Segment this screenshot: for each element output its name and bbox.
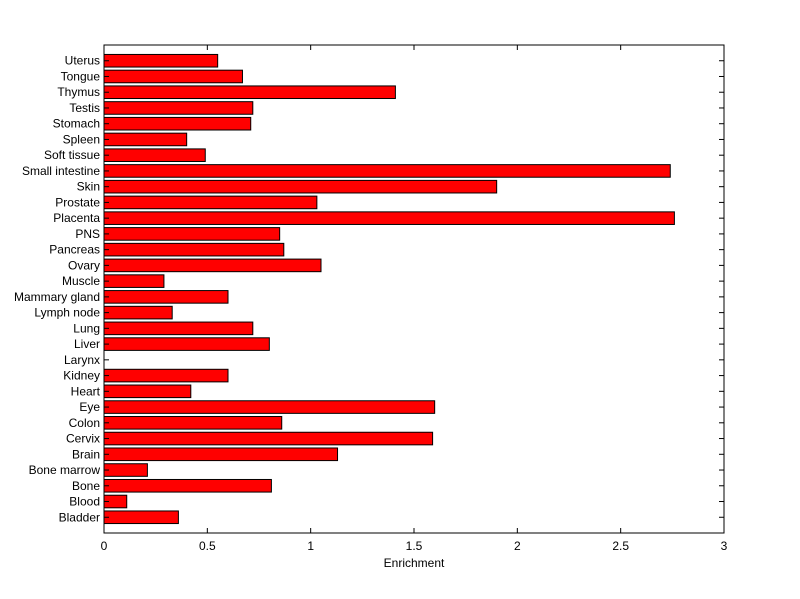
bar-placenta [103,211,675,225]
y-tick-label: Kidney [63,369,100,383]
x-tick-label: 1.5 [406,539,423,553]
bar-soft-tissue [103,148,206,162]
bar-heart [103,384,192,399]
bar-mammary-gland [103,290,229,304]
bar-testis [103,101,254,115]
bar-eye [103,400,436,414]
bar-muscle [103,274,165,288]
y-tick-label: Thymus [57,85,100,99]
y-tick-label: Cervix [66,432,100,446]
bar-uterus [103,53,219,68]
bar-lung [103,321,254,336]
bar-thymus [103,85,396,100]
y-tick-label: Tongue [61,69,101,83]
bar-small-intestine [103,164,671,178]
bar-prostate [103,195,318,210]
y-tick-label: Small intestine [22,164,100,178]
y-tick-label: Bone marrow [29,463,101,477]
y-tick-label: Mammary gland [14,290,100,304]
y-tick-label: Stomach [53,117,100,131]
y-tick-label: Larynx [64,353,100,367]
bar-stomach [103,116,252,131]
y-tick-label: Lymph node [34,306,100,320]
y-tick-label: Muscle [62,274,100,288]
y-tick-label: Placenta [53,211,100,225]
x-tick-label: 2.5 [612,539,629,553]
y-tick-label: Lung [73,321,100,335]
bar-bone [103,478,272,493]
y-tick-label: Spleen [63,132,100,146]
bar-liver [103,337,270,351]
bar-brain [103,447,339,462]
x-tick-label: 2 [514,539,521,553]
y-tick-label: Bone [72,479,100,493]
y-tick-label: Testis [69,101,100,115]
bar-bladder [103,510,179,525]
y-tick-label: Bladder [59,510,100,524]
y-tick-label: Prostate [55,195,100,209]
x-axis-ticks: 0 0.5 1 1.5 2 2.5 3 [101,45,728,553]
x-tick-label: 1 [307,539,314,553]
bar-ovary [103,258,322,273]
y-tick-label: Blood [69,495,100,509]
bar-skin [103,179,498,194]
y-tick-label: Skin [77,180,100,194]
bar-lymph-node [103,305,173,320]
y-tick-label: Heart [71,384,101,398]
y-tick-label: PNS [75,227,100,241]
x-axis-label: Enrichment [384,556,445,570]
y-tick-label: Eye [79,400,100,414]
bar-pancreas [103,242,285,257]
bar-cervix [103,431,434,446]
y-tick-label: Uterus [65,54,100,68]
x-tick-label: 0.5 [199,539,216,553]
bar-bone-marrow [103,463,148,477]
bars-group [103,53,675,525]
y-tick-label: Liver [74,337,100,351]
y-tick-label: Brain [72,447,100,461]
bar-kidney [103,368,229,383]
y-tick-label: Soft tissue [44,148,100,162]
bar-colon [103,416,283,430]
y-tick-label: Ovary [68,258,100,272]
x-tick-label: 3 [721,539,728,553]
x-tick-label: 0 [101,539,108,553]
bar-pns [103,227,281,241]
bar-tongue [103,69,243,84]
y-tick-label: Colon [69,416,100,430]
y-tick-label: Pancreas [49,243,100,257]
bar-spleen [103,132,188,147]
